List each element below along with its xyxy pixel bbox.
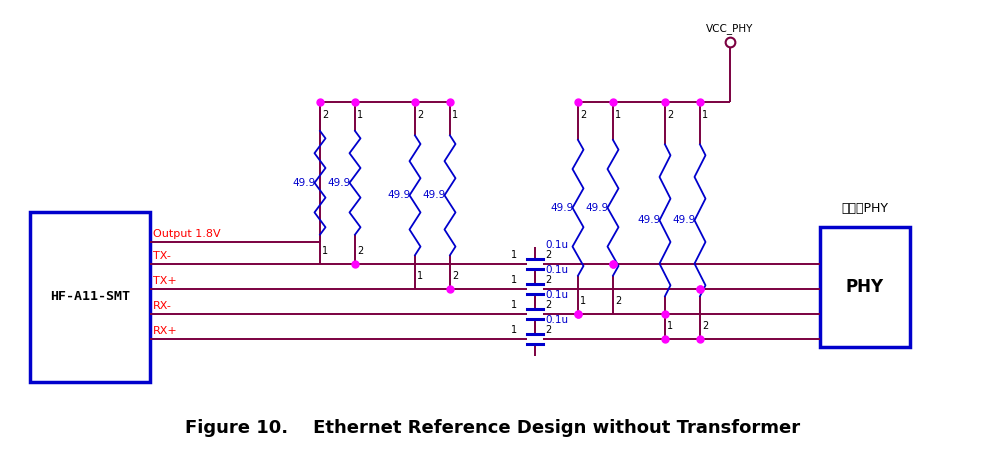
Text: RX-: RX-	[153, 301, 172, 311]
Text: PHY: PHY	[846, 278, 884, 296]
Text: 2: 2	[545, 275, 551, 285]
Text: RX+: RX+	[153, 326, 177, 336]
Text: 49.9: 49.9	[551, 203, 574, 213]
Text: 49.9: 49.9	[586, 203, 609, 213]
Text: 49.9: 49.9	[327, 178, 351, 188]
Text: 49.9: 49.9	[387, 190, 411, 200]
Text: 0.1u: 0.1u	[545, 265, 568, 275]
Text: 2: 2	[545, 325, 551, 335]
Text: 2: 2	[417, 110, 423, 120]
Text: 1: 1	[511, 300, 517, 310]
Text: 2: 2	[357, 246, 363, 256]
Text: 1: 1	[322, 246, 328, 256]
Text: 0.1u: 0.1u	[545, 290, 568, 300]
Text: 49.9: 49.9	[423, 190, 446, 200]
Text: Output 1.8V: Output 1.8V	[153, 229, 221, 239]
Text: 2: 2	[667, 110, 673, 120]
Text: 49.9: 49.9	[293, 178, 316, 188]
Text: TX+: TX+	[153, 276, 176, 286]
Text: 1: 1	[511, 275, 517, 285]
Text: 2: 2	[322, 110, 328, 120]
Text: 0.1u: 0.1u	[545, 240, 568, 250]
Text: 2: 2	[580, 110, 587, 120]
Text: 49.9: 49.9	[638, 215, 661, 225]
Text: VCC_PHY: VCC_PHY	[706, 23, 753, 34]
Text: 2: 2	[545, 250, 551, 260]
Text: TX-: TX-	[153, 251, 171, 261]
Text: Figure 10.    Ethernet Reference Design without Transformer: Figure 10. Ethernet Reference Design wit…	[185, 419, 801, 437]
Text: 1: 1	[580, 296, 586, 306]
Text: 1: 1	[667, 321, 673, 331]
Text: 1: 1	[417, 271, 423, 281]
Text: 1: 1	[357, 110, 363, 120]
Text: 0.1u: 0.1u	[545, 315, 568, 325]
Bar	[30, 212, 150, 382]
Text: 1: 1	[702, 110, 708, 120]
Text: 1: 1	[511, 250, 517, 260]
Text: 1: 1	[452, 110, 458, 120]
Text: 1: 1	[511, 325, 517, 335]
Text: HF-A11-SMT: HF-A11-SMT	[50, 290, 130, 303]
Text: 2: 2	[545, 300, 551, 310]
Text: 49.9: 49.9	[672, 215, 696, 225]
Text: 2: 2	[452, 271, 458, 281]
Text: 用户板PHY: 用户板PHY	[841, 202, 888, 215]
Text: 2: 2	[702, 321, 708, 331]
Bar	[820, 227, 910, 347]
Text: 2: 2	[615, 296, 621, 306]
Text: 1: 1	[615, 110, 621, 120]
